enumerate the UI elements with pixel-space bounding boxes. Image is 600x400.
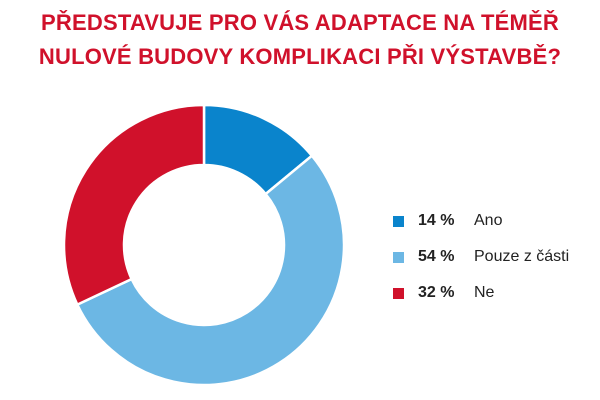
chart-title: PŘEDSTAVUJE PRO VÁS ADAPTACE NA TÉMĚŘ NU…	[0, 6, 600, 74]
legend: 14 % Ano 54 % Pouze z části 32 % Ne	[393, 203, 569, 311]
legend-swatch	[393, 287, 404, 299]
chart-title-line-2: NULOVÉ BUDOVY KOMPLIKACI PŘI VÝSTAVBĚ?	[38, 44, 562, 69]
legend-label: Pouze z části	[474, 248, 570, 265]
legend-value: 14 %	[418, 212, 455, 229]
legend-value: 54 %	[418, 248, 455, 265]
legend-value: 32 %	[418, 284, 455, 301]
legend-item-ano: 14 % Ano	[393, 203, 569, 239]
legend-swatch	[393, 215, 404, 227]
legend-label: Ano	[474, 212, 503, 229]
chart-title-line-1: PŘEDSTAVUJE PRO VÁS ADAPTACE NA TÉMĚŘ	[41, 10, 559, 35]
legend-item-pouze-z-casti: 54 % Pouze z části	[393, 239, 569, 275]
donut-slice-pouze-z-části	[75, 153, 346, 387]
legend-swatch	[393, 251, 404, 263]
donut-slice-ne	[62, 103, 206, 307]
legend-item-ne: 32 % Ne	[393, 275, 569, 311]
legend-label: Ne	[474, 284, 495, 301]
